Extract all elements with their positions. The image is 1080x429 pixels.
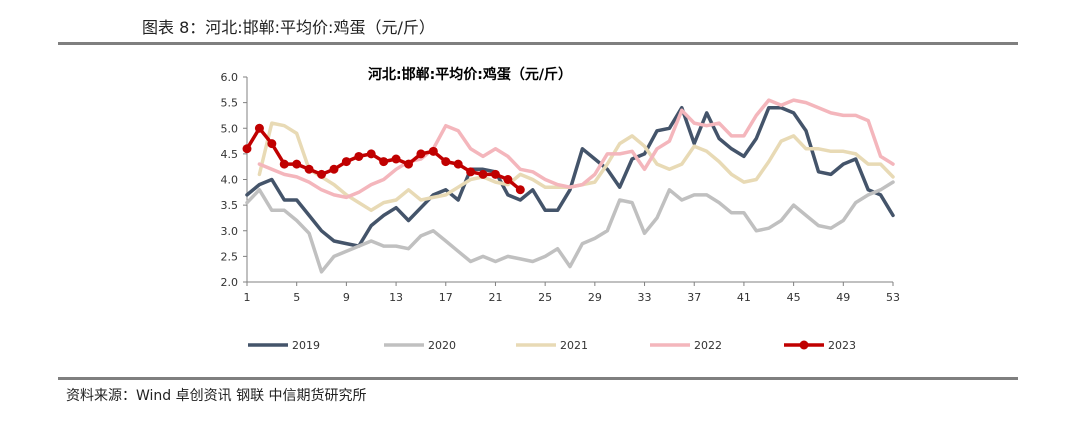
- series-line-2019: [245, 105, 895, 248]
- data-point-2023: [478, 169, 488, 179]
- x-tick-label: 21: [488, 291, 502, 304]
- y-tick-label: 2.0: [221, 276, 239, 289]
- data-point-2023: [515, 185, 525, 195]
- data-point-2023: [254, 123, 264, 133]
- top-rule: [58, 42, 1018, 45]
- y-tick-label: 4.5: [221, 148, 239, 161]
- series-line-2020: [245, 180, 895, 274]
- y-tick-label: 5.5: [221, 97, 239, 110]
- x-tick-label: 29: [588, 291, 602, 304]
- data-point-2023: [391, 154, 401, 164]
- data-point-2023: [404, 159, 413, 169]
- data-point-2023: [304, 164, 314, 174]
- legend-label-2023: 2023: [828, 339, 856, 352]
- chart-axes: 2.0 2.5 3.0 3.5 4.0 4.5 5.0 5.5 6.0 1 5 9 13 17 21 25 29…: [221, 71, 901, 304]
- figure-title: 图表 8：河北:邯郸:平均价:鸡蛋（元/斤）: [142, 18, 435, 37]
- data-point-2023: [341, 157, 351, 167]
- legend-label-2021: 2021: [560, 339, 588, 352]
- x-tick-label: 9: [343, 291, 350, 304]
- x-tick-label: 49: [836, 291, 850, 304]
- source-note: 资料来源：Wind 卓创资讯 钢联 中信期货研究所: [66, 388, 367, 404]
- y-tick-label: 5.0: [221, 122, 239, 135]
- y-tick-label: 3.0: [221, 225, 239, 238]
- x-tick-label: 13: [389, 291, 403, 304]
- bottom-rule: [58, 377, 1018, 380]
- data-point-2023: [490, 169, 500, 179]
- legend-label-2019: 2019: [292, 339, 320, 352]
- y-tick-label: 4.0: [221, 174, 239, 187]
- data-point-2023: [279, 159, 289, 169]
- legend-label-2020: 2020: [428, 339, 456, 352]
- y-tick-label: 6.0: [221, 71, 239, 84]
- x-tick-label: 1: [244, 291, 251, 304]
- data-point-2023: [366, 149, 376, 159]
- data-point-2023: [242, 144, 252, 154]
- chart-legend: 2019 2020 2021 2022 2023: [248, 339, 856, 352]
- series-line-2022: [257, 98, 895, 200]
- x-tick-label: 5: [293, 291, 300, 304]
- data-point-2023: [503, 175, 513, 184]
- x-tick-label: 37: [687, 291, 701, 304]
- data-point-2023: [453, 159, 463, 169]
- y-tick-label: 2.5: [221, 250, 239, 263]
- data-point-2023: [354, 151, 364, 161]
- data-point-2023: [416, 149, 426, 159]
- data-point-2023: [317, 169, 327, 179]
- legend-marker-2023: [799, 340, 809, 350]
- data-point-2023: [428, 146, 438, 156]
- x-tick-label: 33: [638, 291, 652, 304]
- x-tick-label: 17: [439, 291, 453, 304]
- chart-title: 河北:邯郸:平均价:鸡蛋（元/斤）: [368, 66, 572, 83]
- x-tick-label: 45: [787, 291, 801, 304]
- series-layer: [242, 98, 895, 274]
- x-tick-label: 41: [737, 291, 751, 304]
- data-point-2023: [329, 164, 339, 174]
- data-point-2023: [379, 157, 389, 167]
- x-tick-label: 53: [886, 291, 900, 304]
- data-point-2023: [466, 167, 476, 177]
- data-point-2023: [267, 139, 277, 149]
- legend-label-2022: 2022: [694, 339, 722, 352]
- data-point-2023: [292, 159, 302, 169]
- data-point-2023: [441, 157, 451, 167]
- y-tick-label: 3.5: [221, 199, 239, 212]
- x-tick-label: 25: [538, 291, 552, 304]
